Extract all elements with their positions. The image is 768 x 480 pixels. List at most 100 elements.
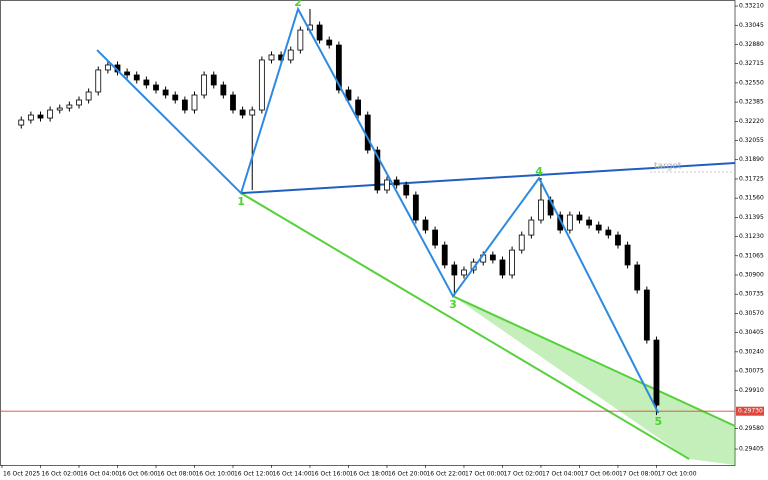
candle-body [615, 234, 621, 246]
candle-body [85, 91, 92, 101]
candle-body [518, 234, 525, 251]
candle-body [316, 24, 323, 41]
x-tick-label: 17 Oct 10:00 [657, 471, 696, 478]
candle-body [499, 259, 506, 276]
y-tick-label: 0.33045 [739, 22, 764, 29]
candle-body [210, 74, 217, 86]
target-label: target [654, 161, 682, 171]
candle-body [143, 79, 150, 86]
candle-body [66, 104, 73, 109]
candle-body [230, 94, 236, 111]
candle-body [566, 214, 573, 231]
y-tick-label: 0.31395 [739, 214, 764, 221]
wave-label: 2 [294, 0, 302, 9]
y-tick-label: 0.31230 [739, 233, 764, 240]
plot-frame [0, 0, 736, 466]
x-tick-label: 16 Oct 22:00 [426, 471, 465, 478]
wave-label: 4 [535, 165, 543, 178]
candle-body [634, 264, 641, 291]
green-line [452, 295, 736, 427]
x-tick-label: 17 Oct 00:00 [465, 471, 504, 478]
x-tick-label: 17 Oct 06:00 [580, 471, 619, 478]
candle-body [412, 194, 419, 221]
wave-label: 3 [449, 298, 457, 311]
wave-label: 5 [655, 415, 663, 428]
candle-body [133, 74, 140, 81]
x-tick-label: 16 Oct 02:00 [41, 471, 80, 478]
candle-body [104, 64, 111, 71]
candle-body [268, 54, 275, 61]
target-line [241, 161, 736, 195]
candle-body [95, 69, 102, 93]
candle-body [489, 254, 496, 261]
y-tick-label: 0.31725 [739, 175, 764, 182]
candle-body [335, 44, 342, 91]
candle-body [384, 179, 390, 191]
candle-body [239, 109, 246, 116]
y-tick-label: 0.31560 [739, 195, 764, 202]
candle-body [249, 109, 256, 116]
x-tick-label: 16 Oct 04:00 [80, 471, 119, 478]
candle-body [124, 71, 131, 76]
candle-body [653, 339, 660, 406]
current-price-box [736, 406, 764, 416]
candle-body [191, 94, 198, 111]
candle-body [56, 107, 63, 111]
green-line [240, 192, 690, 460]
x-tick-label: 17 Oct 08:00 [619, 471, 658, 478]
x-tick-label: 16 Oct 12:00 [234, 471, 273, 478]
y-tick-label: 0.30735 [739, 291, 764, 298]
y-tick-label: 0.29405 [739, 446, 764, 453]
candle-body [326, 39, 333, 46]
y-tick-label: 0.32385 [739, 99, 764, 106]
current-price-label: 0.29730 [738, 408, 763, 415]
y-tick-label: 0.29580 [739, 425, 764, 432]
candle-body [220, 84, 227, 96]
candle-body [153, 84, 159, 91]
candle-body [37, 114, 44, 119]
candle-body [393, 179, 400, 186]
x-tick-label: 16 Oct 10:00 [195, 471, 234, 478]
candle-body [538, 199, 544, 221]
candle-body [528, 219, 535, 236]
candle-body [355, 99, 362, 116]
candle-body [181, 99, 188, 111]
candle-body [297, 29, 304, 51]
y-tick-label: 0.32715 [739, 60, 764, 67]
y-tick-label: 0.32220 [739, 118, 764, 125]
candle-body [47, 109, 54, 119]
candle-body [162, 89, 169, 96]
candle-body [461, 269, 467, 276]
y-tick-label: 0.30075 [739, 368, 764, 375]
candle-body [172, 94, 179, 101]
candle-body [76, 99, 82, 106]
y-tick-label: 0.29910 [739, 387, 764, 394]
wave-line [96, 6, 660, 414]
candle-body [27, 114, 34, 121]
candle-body [258, 59, 265, 111]
y-tick-label: 0.32880 [739, 41, 764, 48]
candle-body [595, 224, 602, 231]
wedge-fill [453, 296, 735, 465]
candle-body [201, 74, 208, 96]
candle-body [624, 244, 631, 266]
candle-body [287, 49, 294, 61]
wave-label: 1 [237, 195, 245, 208]
candle-body [345, 89, 352, 101]
candle-body [432, 229, 439, 246]
y-tick-label: 0.31065 [739, 252, 764, 259]
candle-body [576, 214, 583, 221]
x-tick-label: 16 Oct 18:00 [349, 471, 388, 478]
x-tick-label: 16 Oct 16:00 [311, 471, 350, 478]
candle-body [422, 219, 429, 231]
y-tick-label: 0.33210 [739, 3, 764, 10]
x-tick-label: 16 Oct 2025 [3, 471, 40, 478]
x-tick-label: 16 Oct 06:00 [118, 471, 157, 478]
y-tick-label: 0.31890 [739, 156, 764, 163]
candle-body [509, 249, 515, 276]
y-tick-label: 0.32550 [739, 79, 764, 86]
candle-body [364, 114, 371, 151]
x-tick-label: 17 Oct 04:00 [542, 471, 581, 478]
x-tick-label: 16 Oct 14:00 [272, 471, 311, 478]
